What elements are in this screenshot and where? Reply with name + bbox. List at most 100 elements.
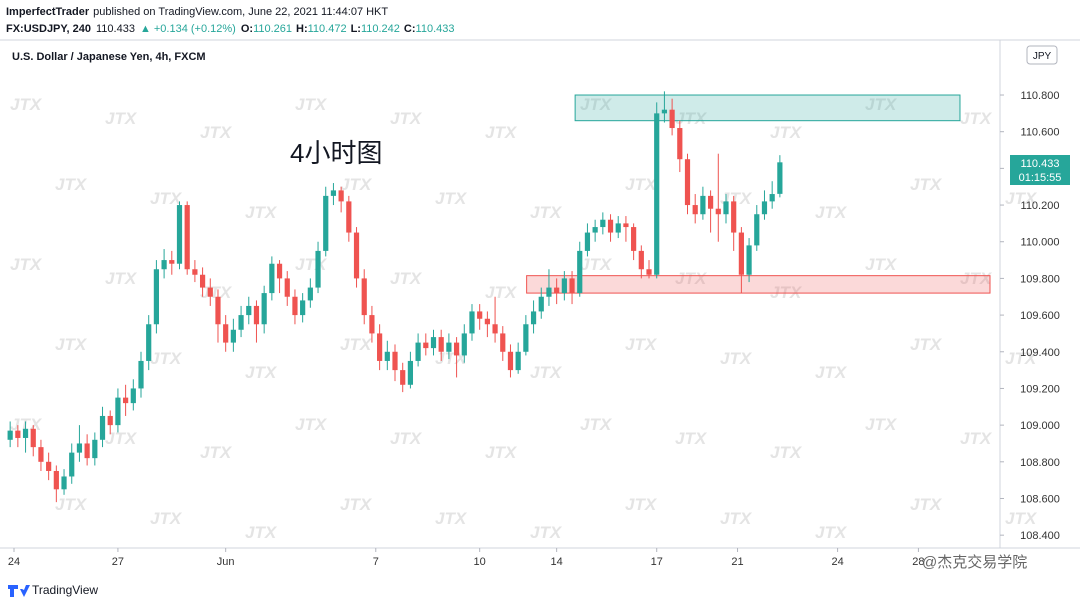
background-mark: JTX [245,203,278,222]
y-tick-label: 110.000 [1021,237,1060,249]
candle-body [415,342,421,361]
background-mark: JTX [295,415,328,434]
background-mark: JTX [340,495,373,514]
background-mark: JTX [530,203,563,222]
candle-body [338,190,344,202]
background-mark: JTX [390,269,423,288]
candle-body [615,223,621,233]
candle-body [207,287,213,297]
candle-body [53,470,59,490]
candle-body [661,109,668,114]
background-mark: JTX [815,363,848,382]
candle-body [500,333,506,352]
candle-body [515,351,521,371]
background-mark: JTX [960,429,993,448]
zone [526,275,991,294]
x-tick-label: 17 [651,556,663,568]
background-mark: JTX [1005,509,1038,528]
candle-body [176,205,183,264]
background-mark: JTX [675,429,708,448]
candle-body [230,329,236,343]
candle-body [584,232,591,251]
y-tick-label: 109.800 [1020,273,1060,285]
background-mark: JTX [580,255,613,274]
background-mark: JTX [150,509,183,528]
high-label: H: [296,23,308,35]
candle-body [423,342,429,349]
candle-body [600,219,606,228]
price-tag [1010,155,1070,185]
y-tick-label: 110.600 [1021,127,1060,139]
background-mark: JTX [105,109,138,128]
background-mark: JTX [390,429,423,448]
candle-body [400,370,406,385]
candle-body [377,333,383,361]
published: published on TradingView.com, June 22, 2… [93,6,388,18]
candle-body [269,263,275,294]
watermarks: JTX JTX JTX JTX JTX JTX JTX JTX JTX JTX JTX JTX JTX J… [10,95,1038,542]
candle-body [438,337,444,352]
low-value: 110.242 [361,23,400,35]
background-mark: JTX [485,123,518,142]
candle-body [538,296,544,312]
background-mark: JTX [865,415,898,434]
y-tick-label: 109.000 [1020,420,1060,432]
candle-body [38,447,44,462]
x-tick-label: 10 [474,556,486,568]
x-tick-label: 21 [731,556,743,568]
candle-body [76,443,83,453]
currency-box [1026,45,1058,65]
candle-body [238,315,244,330]
candle-body [84,443,90,459]
background-mark: JTX [295,95,328,114]
background-mark: JTX [55,335,88,354]
background-mark: JTX [675,269,708,288]
x-tick-label: 14 [551,556,563,568]
background-mark: JTX [910,495,943,514]
candle-body [161,260,167,270]
candle-body [15,430,21,438]
candle-body [146,324,152,361]
candle-body [323,195,329,251]
background-mark: JTX [55,175,88,194]
last-price: 110.433 [96,23,135,35]
candle-body [261,293,267,325]
candle-body [684,159,691,206]
background-mark: JTX [675,109,708,128]
candle-body [769,194,775,202]
candle-body [246,305,252,316]
background-mark: JTX [910,175,943,194]
candle-body [123,397,129,404]
header-line: ImperfectTrader published on TradingView.… [6,6,388,18]
high-value: 110.472 [308,23,347,35]
candle-body [731,201,737,233]
candle-body [99,415,106,440]
x-tick-label: 28 [912,556,924,568]
background-mark: JTX [390,109,423,128]
candle-body [300,300,306,316]
candle-body [361,278,367,316]
background-mark: JTX [580,95,613,114]
candle-body [138,360,144,389]
open-value: 110.261 [253,23,292,35]
background-mark: JTX [105,269,138,288]
candle-body [492,324,498,334]
background-mark: JTX [340,335,373,354]
candle-body [477,311,483,319]
candle-body [461,333,467,356]
background-mark: JTX [1005,349,1038,368]
candle-body [746,245,752,275]
candle-body [130,388,136,404]
candle-body [169,260,175,264]
background-mark: JTX [960,109,993,128]
x-tick-label: 7 [373,556,379,568]
candle-body [153,269,160,325]
background-mark: JTX [530,363,563,382]
candle-body [107,415,113,426]
candle-body [392,351,398,371]
x-tick-label: 24 [8,556,20,568]
candle-body [407,360,414,385]
candle-body [554,287,560,294]
candle-body [777,162,783,194]
symbol-line: FX:USDJPY, 240 110.433 ▲ +0.134 (+0.12%) O:… [6,23,454,35]
